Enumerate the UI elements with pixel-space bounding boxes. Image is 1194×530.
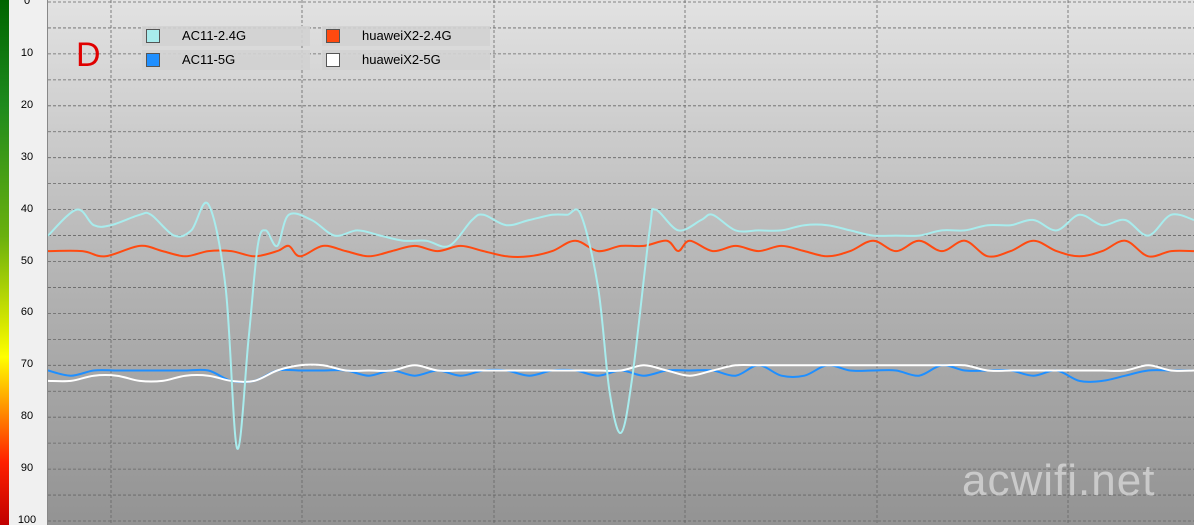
legend-swatch [146, 29, 160, 43]
chart-svg [47, 0, 1194, 525]
panel-label: D [76, 36, 101, 74]
legend-item: AC11-5G [142, 50, 310, 70]
y-tick-label: 90 [20, 462, 34, 475]
y-tick-label: 10 [20, 46, 34, 59]
legend-label: huaweiX2-5G [362, 52, 441, 67]
legend-swatch [326, 29, 340, 43]
signal-color-scale [0, 0, 9, 525]
legend-item: AC11-2.4G [142, 26, 310, 46]
legend-item: huaweiX2-2.4G [322, 26, 490, 46]
y-tick-label: 20 [20, 98, 34, 111]
legend-swatch [146, 53, 160, 67]
legend-label: AC11-2.4G [182, 28, 247, 43]
y-tick-label: 50 [20, 254, 34, 267]
y-tick-label: 0 [23, 0, 31, 7]
legend-label: AC11-5G [182, 52, 236, 67]
legend-item: huaweiX2-5G [322, 50, 490, 70]
y-tick-label: 70 [20, 358, 34, 371]
y-tick-label: 60 [20, 306, 34, 319]
y-tick-label: 80 [20, 410, 34, 423]
legend-label: huaweiX2-2.4G [362, 28, 452, 43]
legend-swatch [326, 53, 340, 67]
y-tick-label: 40 [20, 202, 34, 215]
plot-background [48, 0, 1194, 525]
watermark: acwifi.net [962, 456, 1156, 505]
y-tick-label: 30 [20, 150, 34, 163]
series-line-huaweix2-2-4g [47, 239, 1194, 258]
series-layer [47, 201, 1194, 450]
y-tick-label: 100 [17, 514, 37, 526]
legend: AC11-2.4G huaweiX2-2.4G AC11-5G huaweiX2-5G [142, 26, 490, 74]
y-axis: 0 10 20 30 40 50 60 70 80 90 100 [9, 0, 48, 526]
grid-lines [48, 0, 1194, 525]
series-line-huaweix2-5g [47, 363, 1194, 383]
plot-area [47, 0, 1194, 525]
series-line-ac11-2-4g [47, 201, 1194, 450]
